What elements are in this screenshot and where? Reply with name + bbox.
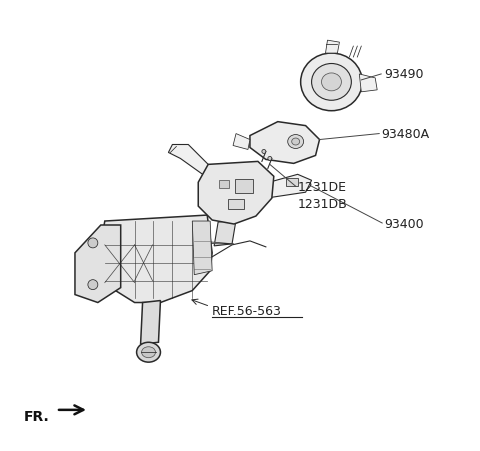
Polygon shape xyxy=(188,241,234,244)
Text: REF.56-563: REF.56-563 xyxy=(212,304,282,317)
Polygon shape xyxy=(192,221,212,275)
Text: 93480A: 93480A xyxy=(381,128,429,141)
Bar xyxy=(235,180,253,194)
Ellipse shape xyxy=(292,139,300,146)
Text: FR.: FR. xyxy=(23,409,49,423)
Polygon shape xyxy=(101,216,212,303)
Polygon shape xyxy=(233,134,250,150)
Bar xyxy=(219,181,229,189)
Ellipse shape xyxy=(288,135,304,149)
Polygon shape xyxy=(262,175,312,199)
Ellipse shape xyxy=(88,280,98,290)
Ellipse shape xyxy=(300,54,362,111)
Ellipse shape xyxy=(88,239,98,249)
Text: 93400: 93400 xyxy=(384,217,424,230)
Polygon shape xyxy=(198,162,274,225)
Polygon shape xyxy=(325,41,339,54)
Ellipse shape xyxy=(322,74,341,92)
Polygon shape xyxy=(168,145,212,179)
Ellipse shape xyxy=(142,347,156,358)
Polygon shape xyxy=(75,226,120,303)
Ellipse shape xyxy=(268,157,272,161)
Bar xyxy=(286,179,298,187)
Bar xyxy=(228,200,244,210)
Ellipse shape xyxy=(137,342,160,362)
Polygon shape xyxy=(360,75,377,92)
Ellipse shape xyxy=(262,150,266,154)
Ellipse shape xyxy=(312,64,351,101)
Text: 93490: 93490 xyxy=(384,68,424,81)
Text: 1231DB: 1231DB xyxy=(298,197,348,210)
Polygon shape xyxy=(250,122,320,164)
Polygon shape xyxy=(214,221,236,246)
Text: 1231DE: 1231DE xyxy=(298,180,347,193)
Polygon shape xyxy=(141,301,160,345)
